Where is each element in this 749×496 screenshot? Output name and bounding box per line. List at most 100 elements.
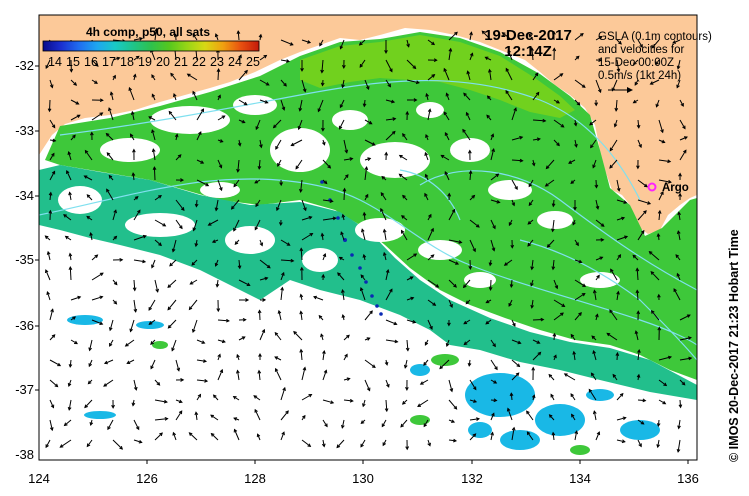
velocity-arrow xyxy=(658,191,664,201)
velocity-arrowhead xyxy=(180,378,185,382)
velocity-arrowhead xyxy=(59,444,64,448)
velocity-arrowhead xyxy=(158,194,162,199)
velocity-arrowhead xyxy=(63,214,67,218)
velocity-arrowhead xyxy=(623,200,628,204)
velocity-arrowhead xyxy=(236,168,240,173)
velocity-arrowhead xyxy=(323,180,328,185)
velocity-arrow xyxy=(217,369,223,381)
velocity-arrow xyxy=(151,259,156,268)
velocity-arrowhead xyxy=(431,74,436,78)
velocity-arrowhead xyxy=(254,180,259,184)
velocity-arrow xyxy=(151,129,156,141)
velocity-arrow xyxy=(528,34,534,41)
velocity-arrow xyxy=(490,148,495,161)
velocity-arrow xyxy=(574,431,578,441)
velocity-arrowhead xyxy=(570,393,574,398)
velocity-arrowhead xyxy=(688,356,693,361)
velocity-arrowhead xyxy=(496,200,501,204)
velocity-arrow xyxy=(637,399,646,402)
velocity-arrowhead xyxy=(148,306,152,311)
velocity-arrowhead xyxy=(590,144,594,149)
velocity-arrow xyxy=(679,357,692,361)
velocity-arrow xyxy=(637,39,643,48)
velocity-arrowhead xyxy=(214,207,219,212)
velocity-arrowhead xyxy=(84,149,89,154)
velocity-arrow xyxy=(233,396,240,401)
velocity-arrowhead xyxy=(430,227,434,232)
velocity-arrow xyxy=(467,71,471,81)
velocity-arrowhead xyxy=(264,100,269,104)
velocity-arrow xyxy=(154,195,162,201)
velocity-arrowhead xyxy=(299,293,304,298)
velocity-arrow xyxy=(595,431,600,441)
velocity-arrowhead xyxy=(443,67,448,72)
velocity-arrowhead xyxy=(573,122,578,127)
velocity-arrowhead xyxy=(150,365,154,370)
velocity-arrowhead xyxy=(544,183,549,187)
velocity-arrow xyxy=(70,339,78,345)
velocity-arrowhead xyxy=(301,414,306,419)
velocity-arrowhead xyxy=(113,235,118,240)
velocity-arrowhead xyxy=(295,165,299,170)
velocity-arrow xyxy=(420,379,429,385)
velocity-arrowhead xyxy=(180,178,185,182)
velocity-arrow xyxy=(293,331,303,341)
velocity-arrowhead xyxy=(87,380,92,385)
velocity-arrowhead xyxy=(638,144,642,149)
velocity-arrowhead xyxy=(505,67,510,72)
velocity-arrowhead xyxy=(581,84,586,88)
velocity-arrow xyxy=(238,70,248,81)
velocity-arrow xyxy=(276,199,282,211)
velocity-arrowhead xyxy=(148,116,153,120)
velocity-arrow xyxy=(526,410,534,421)
velocity-arrowhead xyxy=(662,400,667,405)
velocity-arrow xyxy=(237,370,240,381)
velocity-arrowhead xyxy=(596,274,600,279)
velocity-arrow xyxy=(192,34,198,41)
velocity-arrow xyxy=(549,414,555,421)
velocity-arrowhead xyxy=(317,108,322,113)
velocity-arrowhead xyxy=(380,192,385,196)
velocity-arrow xyxy=(259,79,270,86)
velocity-arrowhead xyxy=(676,84,680,89)
velocity-arrowhead xyxy=(433,58,438,63)
velocity-arrow xyxy=(616,439,625,443)
velocity-arrowhead xyxy=(435,284,440,288)
velocity-arrowhead xyxy=(672,40,677,44)
velocity-arrowhead xyxy=(419,381,424,385)
velocity-arrowhead xyxy=(678,172,682,177)
velocity-arrowhead xyxy=(592,350,596,355)
velocity-arrowhead xyxy=(494,366,498,371)
velocity-arrowhead xyxy=(380,207,384,212)
velocity-arrowhead xyxy=(99,295,104,300)
velocity-arrowhead xyxy=(237,142,242,147)
velocity-arrowhead xyxy=(210,414,214,419)
velocity-arrow xyxy=(106,152,114,161)
velocity-arrowhead xyxy=(63,422,68,427)
velocity-arrow xyxy=(547,239,555,248)
velocity-arrowhead xyxy=(341,64,346,69)
velocity-arrow xyxy=(133,37,143,41)
velocity-arrow xyxy=(217,339,226,343)
velocity-arrow xyxy=(510,393,513,401)
velocity-arrow xyxy=(635,330,639,341)
velocity-arrow xyxy=(154,432,163,441)
velocity-arrowhead xyxy=(427,442,431,447)
velocity-arrowhead xyxy=(44,235,49,240)
velocity-arrowhead xyxy=(468,170,473,175)
velocity-arrow xyxy=(364,79,370,90)
velocity-arrow xyxy=(361,229,366,241)
velocity-arrowhead xyxy=(519,158,524,163)
velocity-arrow xyxy=(637,349,640,361)
velocity-arrowhead xyxy=(546,243,551,248)
y-tick-label: -35 xyxy=(15,252,34,267)
velocity-arrowhead xyxy=(339,45,344,50)
velocity-arrow xyxy=(49,309,54,321)
velocity-arrowhead xyxy=(321,127,325,132)
velocity-arrow xyxy=(86,194,93,201)
velocity-arrow xyxy=(406,253,417,261)
velocity-arrowhead xyxy=(216,68,221,73)
velocity-arrowhead xyxy=(516,363,521,368)
velocity-arrow xyxy=(169,259,177,267)
